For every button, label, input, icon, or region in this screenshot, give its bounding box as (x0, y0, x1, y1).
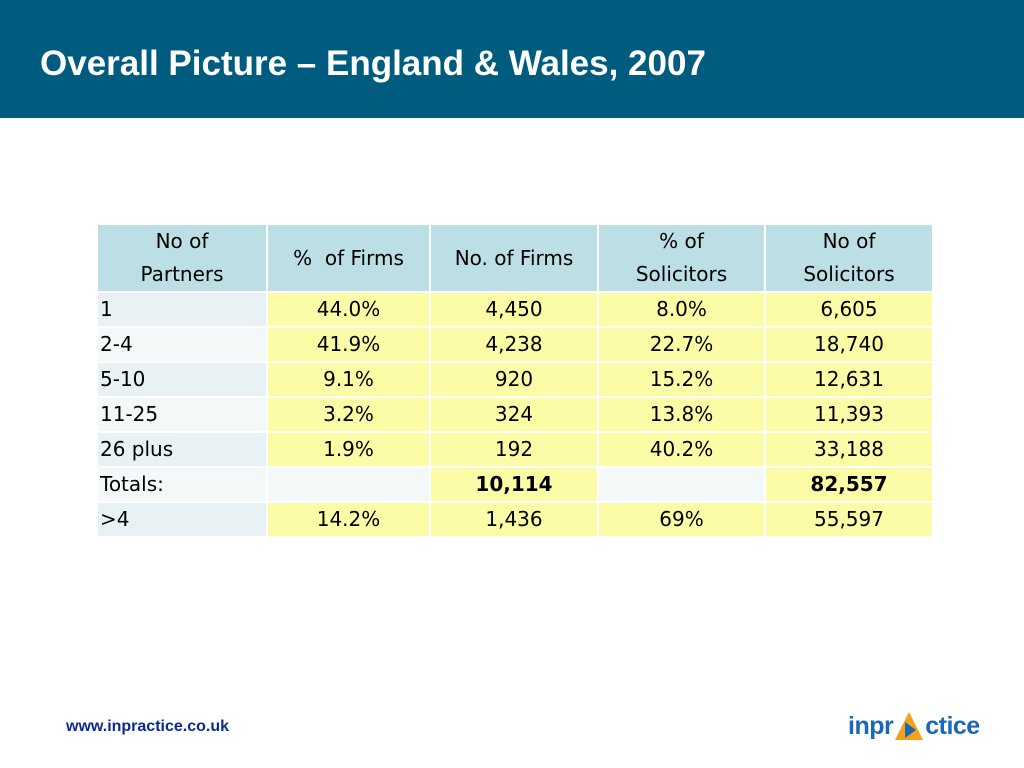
cell-total-firms: 10,114 (429, 466, 599, 503)
cell-no-firms: 920 (429, 361, 599, 398)
table-row: 26 plus 1.9% 192 40.2% 33,188 (96, 431, 934, 468)
table-row: 5-10 9.1% 920 15.2% 12,631 (96, 361, 934, 398)
slide-title: Overall Picture – England & Wales, 2007 (40, 44, 706, 83)
row-label: 2-4 (96, 326, 268, 363)
header-no-of-partners: No of Partners (96, 223, 268, 293)
cell-percent-solicitors: 8.0% (597, 291, 766, 328)
row-label: 11-25 (96, 396, 268, 433)
header-percent-of-firms: % of Firms (266, 223, 431, 293)
cell-no-solicitors: 12,631 (764, 361, 934, 398)
cell-no-solicitors: 6,605 (764, 291, 934, 328)
cell-no-firms: 192 (429, 431, 599, 468)
table-row: 2-4 41.9% 4,238 22.7% 18,740 (96, 326, 934, 363)
cell-no-solicitors: 11,393 (764, 396, 934, 433)
triangle-play-icon (895, 712, 924, 740)
cell-no-solicitors: 18,740 (764, 326, 934, 363)
logo-text-right: ctice (925, 711, 980, 740)
cell-percent-firms: 44.0% (266, 291, 431, 328)
cell-percent-solicitors: 13.8% (597, 396, 766, 433)
header-no-of-firms: No. of Firms (429, 223, 599, 293)
cell-percent-firms: 1.9% (266, 431, 431, 468)
cell-percent-firms: 41.9% (266, 326, 431, 363)
cell-percent-solicitors: 22.7% (597, 326, 766, 363)
header-bar: Overall Picture – England & Wales, 2007 (0, 0, 1024, 118)
cell-no-solicitors: 55,597 (764, 501, 934, 538)
totals-row: Totals: 10,114 82,557 (96, 466, 934, 503)
cell-no-solicitors: 33,188 (764, 431, 934, 468)
table-row: 11-25 3.2% 324 13.8% 11,393 (96, 396, 934, 433)
cell-percent-firms (266, 466, 431, 503)
header-no-of-solicitors: No of Solicitors (764, 223, 934, 293)
row-label: >4 (96, 501, 268, 538)
table-header-row: No of Partners % of Firms No. of Firms %… (96, 223, 934, 293)
cell-percent-firms: 9.1% (266, 361, 431, 398)
row-label: Totals: (96, 466, 268, 503)
cell-percent-firms: 14.2% (266, 501, 431, 538)
cell-percent-firms: 3.2% (266, 396, 431, 433)
cell-percent-solicitors: 40.2% (597, 431, 766, 468)
cell-no-firms: 324 (429, 396, 599, 433)
cell-no-firms: 4,450 (429, 291, 599, 328)
cell-total-solicitors: 82,557 (764, 466, 934, 503)
cell-percent-solicitors: 15.2% (597, 361, 766, 398)
cell-no-firms: 1,436 (429, 501, 599, 538)
row-label: 1 (96, 291, 268, 328)
logo-text-left: inpr (848, 711, 894, 740)
footer-url-link[interactable]: www.inpractice.co.uk (66, 718, 230, 735)
cell-percent-solicitors: 69% (597, 501, 766, 538)
table-row: >4 14.2% 1,436 69% 55,597 (96, 501, 934, 538)
cell-no-firms: 4,238 (429, 326, 599, 363)
partners-table: No of Partners % of Firms No. of Firms %… (96, 223, 934, 538)
row-label: 26 plus (96, 431, 268, 468)
inpractice-logo: inpr ctice (848, 708, 980, 744)
table-row: 1 44.0% 4,450 8.0% 6,605 (96, 291, 934, 328)
row-label: 5-10 (96, 361, 268, 398)
cell-percent-solicitors (597, 466, 766, 503)
header-percent-of-solicitors: % of Solicitors (597, 223, 766, 293)
